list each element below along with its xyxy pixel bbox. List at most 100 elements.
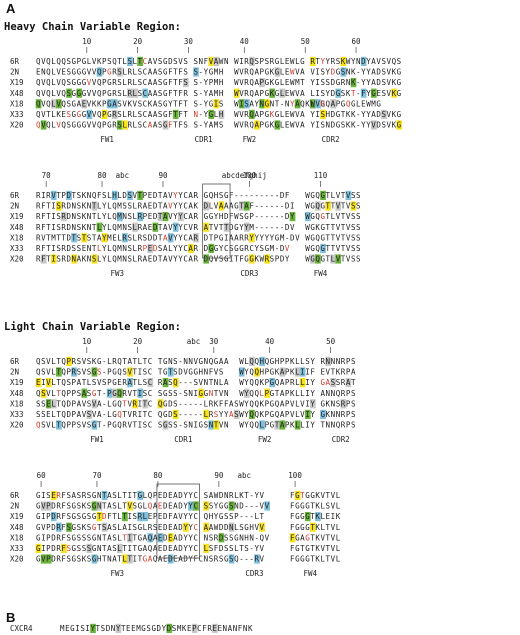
heavy-bottom-highlight <box>320 243 326 253</box>
heavy-top-residue: V <box>92 57 97 66</box>
heavy-bottom-residue: R <box>36 191 41 200</box>
heavy-top-residue: C <box>143 78 148 87</box>
light-bottom-residue: A <box>107 523 112 532</box>
heavy-top-residue: K <box>392 121 397 130</box>
heavy-top-residue: M <box>214 121 219 130</box>
heavy-bottom-residue: S <box>127 244 132 253</box>
light-top-residue: T <box>133 357 138 366</box>
light-top-residue: V <box>46 378 51 387</box>
heavy-top-residue: V <box>41 110 46 119</box>
light-bottom-residue: R <box>56 555 61 564</box>
heavy-top-residue: V <box>387 68 392 77</box>
light-top-residue: A <box>77 410 82 419</box>
light-top-residue: R <box>341 357 346 366</box>
light-bottom-highlight <box>167 533 174 543</box>
heavy-top-residue: - <box>199 121 204 130</box>
light-bottom-residue: S <box>239 523 244 532</box>
light-top-residue: A <box>219 357 224 366</box>
light-top-residue: G <box>204 389 209 398</box>
heavy-chain-title: Heavy Chain Variable Region: <box>4 21 181 33</box>
light-bottom-residue: E <box>158 533 163 542</box>
light-top-residue: W <box>239 389 244 398</box>
light-top-highlight <box>35 378 42 388</box>
heavy-top-residue: T <box>183 110 188 119</box>
light-bottom-residue: W <box>214 523 219 532</box>
light-bottom-residue: E <box>158 491 163 500</box>
light-bottom-residue: S <box>87 544 92 553</box>
light-bottom-residue: S <box>87 533 92 542</box>
heavy-top-residue: L <box>133 89 138 98</box>
heavy-top-residue: A <box>153 89 158 98</box>
light-top-residue: G <box>199 389 204 398</box>
light-top-residue: S <box>92 378 97 387</box>
light-bottom-residue: V <box>254 523 259 532</box>
light-top-residue: - <box>193 410 198 419</box>
light-bottom-residue: S <box>229 555 234 564</box>
light-top-residue: Q <box>61 399 66 408</box>
heavy-bottom-residue: K <box>193 202 198 211</box>
light-top-residue: C <box>148 378 153 387</box>
heavy-bottom-residue: S <box>56 212 61 221</box>
heavy-top-residue: V <box>87 121 92 130</box>
heavy-top-residue: R <box>112 68 117 77</box>
light-bottom-residue: G <box>92 512 97 521</box>
light-bottom-residue: - <box>249 544 254 553</box>
light-bottom-residue: N <box>97 533 102 542</box>
heavy-top-residue: L <box>133 78 138 87</box>
light-top-residue: S <box>173 389 178 398</box>
heavy-top-residue: D <box>376 68 381 77</box>
heavy-bottom-residue: W <box>305 212 310 221</box>
light-top-residue: I <box>138 389 143 398</box>
heavy-bottom-residue: V <box>214 202 219 211</box>
light-top-residue: V <box>46 357 51 366</box>
light-top-residue: A <box>320 389 325 398</box>
light-top-residue: Q <box>61 421 66 430</box>
heavy-bottom-highlight <box>157 212 164 222</box>
heavy-top-residue: V <box>371 121 376 130</box>
heavy-top-residue: V <box>56 68 61 77</box>
light-top-residue: A <box>280 389 285 398</box>
light-bottom-residue: S <box>133 512 138 521</box>
light-top-residue: H <box>260 357 265 366</box>
heavy-bottom-residue: P <box>214 233 219 242</box>
heavy-top-residue: K <box>341 57 346 66</box>
light-bottom-residue: S <box>229 533 234 542</box>
light-top-residue: Q <box>158 410 163 419</box>
heavy-bottom-highlight <box>66 190 72 200</box>
heavy-top-residue: V <box>387 89 392 98</box>
heavy-bottom-residue: C <box>183 233 188 242</box>
heavy-bottom-residue: V <box>336 255 341 264</box>
light-top-residue: E <box>117 378 122 387</box>
heavy-top-residue: D <box>331 89 336 98</box>
light-bottom-residue: S <box>112 491 117 500</box>
panel-a-label: A <box>6 1 16 16</box>
light-top-residue: R <box>320 357 325 366</box>
heavy-bottom-highlight <box>238 201 245 211</box>
heavy-bottom-residue: L <box>97 255 102 264</box>
heavy-top-residue: F <box>178 99 183 108</box>
light-bottom-residue: T <box>310 544 315 553</box>
heavy-bottom-residue: T <box>326 223 331 232</box>
heavy-bottom-highlight <box>71 233 77 243</box>
heavy-top-residue: S <box>193 78 198 87</box>
heavy-bottom-residue: R <box>61 212 66 221</box>
heavy-bottom-residue: S <box>92 255 97 264</box>
light-bottom-highlight <box>40 554 47 564</box>
heavy-top-residue: G <box>107 99 112 108</box>
heavy-top-residue: Q <box>249 89 254 98</box>
heavy-bottom-residue: S <box>351 233 356 242</box>
heavy-bottom-residue: S <box>56 223 61 232</box>
light-bottom-row-name-5: X33 <box>10 544 24 553</box>
heavy-bottom-residue: T <box>331 223 336 232</box>
heavy-top-residue: - <box>356 121 361 130</box>
heavy-bottom-residue: G <box>214 244 219 253</box>
light-bottom-residue: Y <box>183 502 188 511</box>
heavy-bottom-residue: Y <box>249 233 254 242</box>
light-bottom-residue: G <box>36 512 41 521</box>
light-top-highlight <box>279 367 286 377</box>
light-top-residue: P <box>265 421 270 430</box>
heavy-top-residue: K <box>392 110 397 119</box>
light-top-residue: G <box>163 389 168 398</box>
heavy-top-residue: E <box>285 121 290 130</box>
light-top-residue: I <box>305 410 310 419</box>
